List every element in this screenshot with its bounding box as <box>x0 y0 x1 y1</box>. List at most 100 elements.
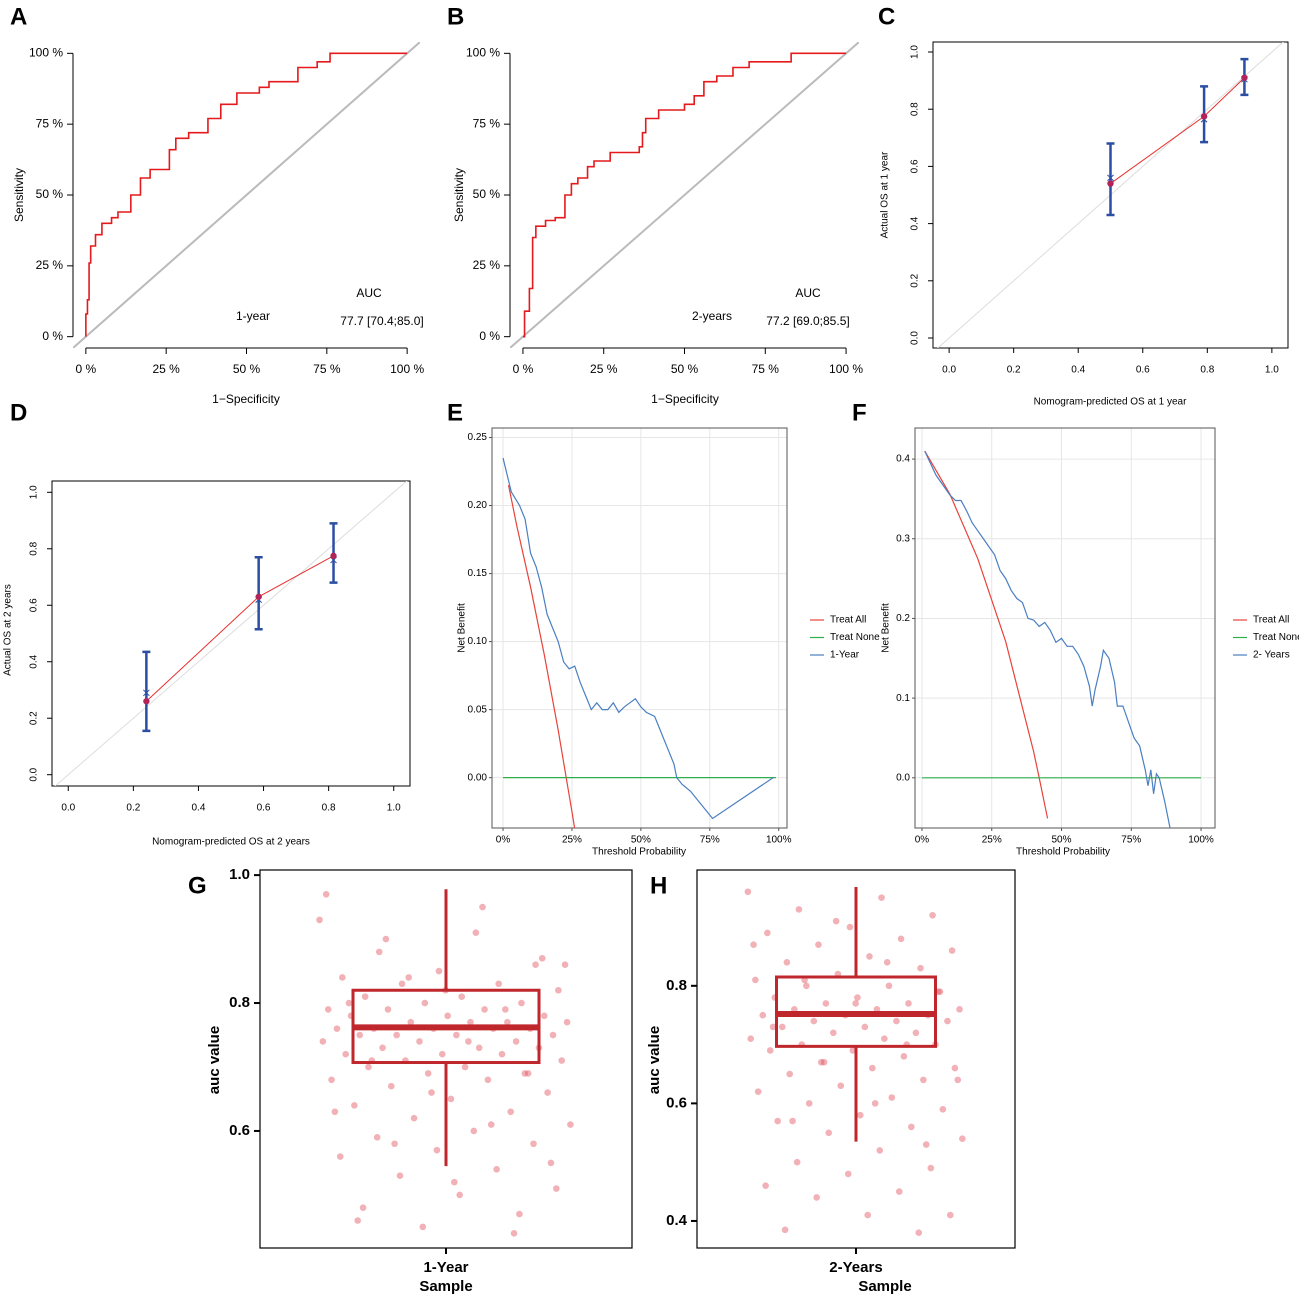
jitter-point <box>398 980 406 988</box>
jitter-point <box>813 1194 820 1201</box>
x-tick-label: 100 % <box>829 362 863 376</box>
jitter-point <box>766 1047 774 1054</box>
jitter-point <box>393 1031 400 1039</box>
jitter-point <box>750 941 757 948</box>
jitter-point <box>333 1025 341 1032</box>
jitter-point <box>922 1141 930 1148</box>
reference-line <box>510 42 859 348</box>
jitter-point <box>822 1000 830 1007</box>
y-tick-label: 0.0 <box>910 331 921 345</box>
x-tick-label: 25% <box>562 835 582 846</box>
jitter-point <box>939 1105 947 1113</box>
jitter-point <box>864 1211 872 1219</box>
jitter-point <box>947 1211 954 1219</box>
jitter-point <box>421 999 429 1007</box>
y-tick-label: 50 % <box>473 187 501 201</box>
jitter-point <box>382 935 390 943</box>
x-tick-label: 50 % <box>671 362 699 376</box>
y-tick-label: 75 % <box>36 116 64 130</box>
jitter-point <box>815 941 822 948</box>
jitter-point <box>948 947 956 954</box>
observed-point <box>143 698 150 705</box>
x-tick-label: 0% <box>496 835 511 846</box>
jitter-point <box>830 1029 837 1037</box>
jitter-point <box>905 1000 912 1007</box>
y-axis-label: Net Benefit <box>457 603 468 653</box>
jitter-point <box>866 953 873 960</box>
jitter-point <box>563 1018 571 1026</box>
jitter-point <box>447 1095 455 1103</box>
panel: F 0% 25% 50% 75% 100% 0.0 0.1 0.2 0.3 0.4 Threshold… <box>852 399 1299 857</box>
jitter-point <box>365 1063 372 1071</box>
jitter-point <box>764 929 771 937</box>
jitter-point <box>873 1006 881 1013</box>
jitter-point <box>456 1191 464 1199</box>
panel-letter: E <box>447 399 463 426</box>
jitter-point <box>433 1146 441 1154</box>
series-line <box>502 457 774 820</box>
x-tick-label: 0.0 <box>61 803 75 814</box>
x-tick-label: 25% <box>982 835 1002 846</box>
x-axis-label: Threshold Probability <box>1016 847 1110 858</box>
x-axis-label: Sample <box>858 1278 911 1295</box>
jitter-point <box>837 1082 845 1090</box>
jitter-point <box>410 1114 418 1122</box>
y-tick-label: 0.8 <box>666 977 687 994</box>
observed-point <box>1200 113 1208 120</box>
x-tick-label: 0.2 <box>126 803 140 814</box>
observed-point <box>255 593 262 600</box>
x-tick-label: 0.2 <box>1007 365 1021 376</box>
jitter-point <box>521 1070 529 1077</box>
annotation: 77.2 [69.0;85.5] <box>766 314 849 328</box>
x-tick-label: 0.4 <box>192 803 206 814</box>
x-tick-label: 75 % <box>313 362 341 376</box>
jitter-point <box>817 1058 825 1066</box>
x-tick-label: 25 % <box>152 362 180 376</box>
y-tick-label: 0.6 <box>229 1122 250 1139</box>
x-axis-label: Nomogram-predicted OS at 2 years <box>152 837 310 848</box>
plot-area <box>921 450 1202 828</box>
x-tick-label: 25 % <box>590 362 618 376</box>
jitter-point <box>752 976 759 984</box>
plot-area <box>73 42 420 348</box>
jitter-point <box>547 1159 555 1167</box>
y-axis-label: auc value <box>646 1026 663 1094</box>
x-tick-label: 2-Years <box>829 1259 882 1276</box>
y-axis-label: Net Benefit <box>881 603 892 653</box>
jitter-point <box>832 917 840 925</box>
jitter-point <box>391 1140 398 1148</box>
jitter-point <box>361 993 369 1000</box>
jitter-point <box>540 1012 548 1020</box>
y-tick-label: 0.8 <box>29 541 40 555</box>
plot-area <box>502 457 776 828</box>
jitter-point <box>484 1076 492 1084</box>
legend-label: Treat All <box>830 615 866 626</box>
jitter-point <box>844 1170 852 1178</box>
y-tick-label: 0.2 <box>29 711 40 725</box>
x-tick-label: 1.0 <box>387 803 401 814</box>
jitter-point <box>793 1158 801 1166</box>
jitter-point <box>553 1185 560 1192</box>
panel: C 0.0 0.2 0.4 0.6 0.8 1.0 0.0 0.2 0.4 0.6 0.8 1.0 Nom… <box>878 3 1289 408</box>
jitter-point <box>493 1166 500 1173</box>
jitter-point <box>956 1006 963 1013</box>
error-bar <box>1106 142 1115 217</box>
plot-frame <box>932 41 1289 349</box>
observed-point <box>330 552 337 560</box>
jitter-point <box>507 1108 515 1116</box>
jitter-point <box>774 1117 781 1125</box>
jitter-point <box>498 1050 506 1058</box>
x-tick-label: 0.8 <box>322 803 336 814</box>
x-tick-label: 100% <box>766 835 792 846</box>
x-tick-label: 100 % <box>390 362 424 376</box>
jitter-point <box>549 1031 557 1039</box>
annotation: 1-year <box>236 309 270 323</box>
jitter-point <box>744 888 752 896</box>
jitter-point <box>783 958 791 966</box>
jitter-point <box>861 1023 869 1031</box>
jitter-point <box>895 1188 903 1195</box>
jitter-point <box>359 1204 367 1212</box>
jitter-point <box>328 1076 335 1084</box>
jitter-point <box>915 1229 923 1237</box>
